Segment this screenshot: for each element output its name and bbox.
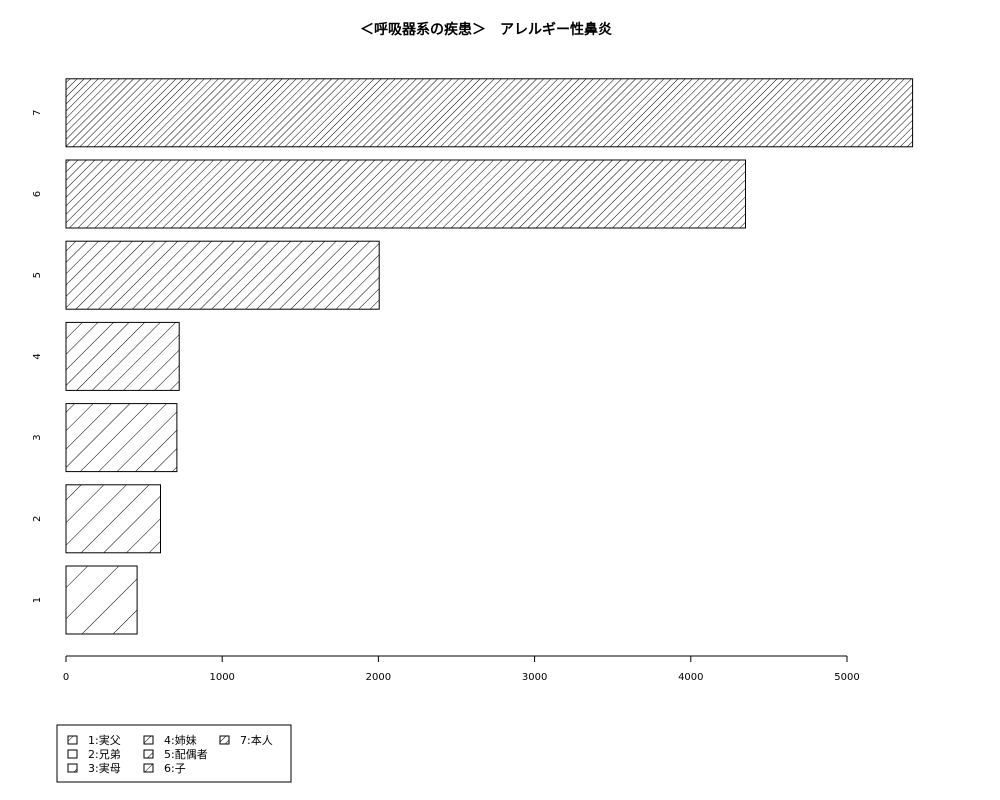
- y-tick-label: 7: [32, 110, 43, 116]
- legend-box: [56, 724, 292, 783]
- bar-7: [65, 78, 914, 148]
- bar-5: [65, 240, 380, 310]
- y-tick-label: 3: [32, 434, 43, 440]
- legend-label: 6:子: [164, 762, 186, 775]
- legend-swatch: [143, 763, 154, 773]
- x-tick-label: 1000: [209, 672, 234, 683]
- x-axis: 0 1000 2000 3000 4000 5000: [63, 655, 860, 683]
- legend-swatch: [143, 735, 154, 745]
- legend-swatch: [67, 763, 78, 773]
- legend-swatch: [67, 735, 78, 745]
- x-tick-label: 2000: [366, 672, 391, 683]
- legend-label: 7:本人: [240, 733, 273, 747]
- x-tick-label: 3000: [522, 672, 547, 683]
- y-tick-label: 2: [32, 516, 43, 522]
- bar-3: [65, 403, 178, 473]
- bars-layer: [65, 78, 914, 635]
- bar-1: [65, 565, 138, 635]
- legend-label: 3:実母: [88, 761, 121, 775]
- y-axis: 1 2 3 4 5 6 7: [32, 110, 43, 604]
- x-tick-label: 5000: [834, 672, 859, 683]
- y-tick-label: 1: [32, 597, 43, 603]
- legend-label: 2:兄弟: [88, 748, 121, 761]
- legend-swatch: [219, 735, 230, 745]
- bar-4: [65, 321, 180, 391]
- bar-6: [65, 159, 746, 229]
- bar-2: [65, 484, 161, 554]
- y-tick-label: 5: [32, 272, 43, 278]
- x-tick-label: 0: [63, 672, 69, 683]
- y-tick-label: 4: [32, 353, 43, 359]
- legend-label: 1:実父: [88, 733, 121, 747]
- legend-swatch: [67, 749, 78, 759]
- chart-title: ＜呼吸器系の疾患＞ アレルギー性鼻炎: [360, 21, 612, 38]
- y-tick-label: 6: [32, 191, 43, 197]
- legend-label: 5:配偶者: [164, 748, 208, 761]
- legend-label: 4:姉妹: [164, 733, 197, 747]
- x-tick-label: 4000: [678, 672, 703, 683]
- legend-swatch: [143, 749, 154, 759]
